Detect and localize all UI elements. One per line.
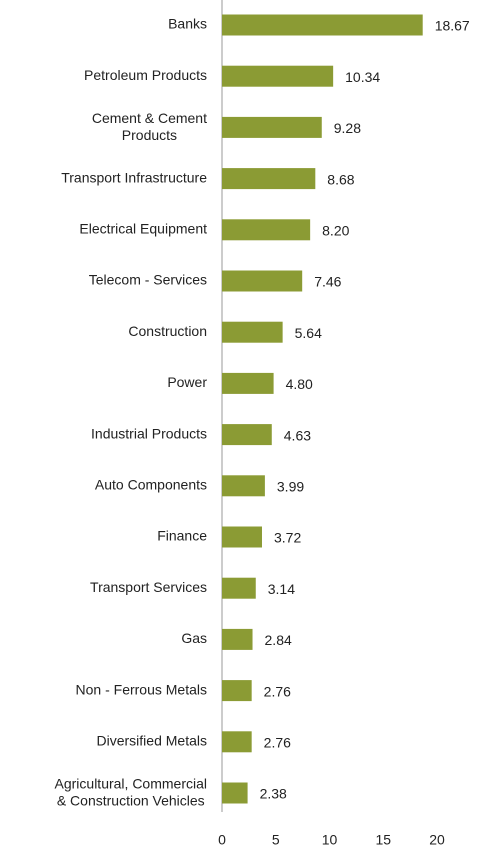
- y-tick-label: Telecom - Services: [89, 272, 207, 288]
- bar: [222, 731, 252, 753]
- value-label: 2.38: [260, 786, 287, 802]
- value-label: 18.67: [435, 18, 470, 34]
- y-tick-label: Electrical Equipment: [79, 221, 207, 237]
- bar: [222, 14, 423, 36]
- bar: [222, 372, 274, 394]
- bar: [222, 526, 262, 548]
- bar: [222, 321, 283, 343]
- bar: [222, 680, 252, 702]
- y-tick-label: Gas: [181, 630, 207, 646]
- bar: [222, 116, 322, 138]
- bar: [222, 475, 265, 497]
- value-label: 8.20: [322, 223, 349, 239]
- bar: [222, 577, 256, 599]
- y-tick-label: Auto Components: [95, 477, 207, 493]
- y-tick-label: Diversified Metals: [97, 733, 207, 749]
- value-label: 4.80: [286, 376, 313, 392]
- y-tick-label: Petroleum Products: [84, 67, 207, 83]
- x-tick-label: 0: [218, 832, 226, 848]
- x-tick-label: 5: [272, 832, 280, 848]
- value-label: 9.28: [334, 120, 361, 136]
- bar: [222, 782, 248, 804]
- bar: [222, 168, 316, 190]
- y-tick-label: Cement & Cement Products: [92, 110, 207, 143]
- y-tick-label: Banks: [168, 16, 207, 32]
- y-tick-label: Power: [167, 374, 207, 390]
- value-label: 4.63: [284, 427, 311, 443]
- bar: [222, 219, 311, 241]
- y-tick-label: Finance: [157, 528, 207, 544]
- bar: [222, 628, 253, 650]
- y-tick-label: Transport Services: [90, 579, 207, 595]
- y-tick-label: Non - Ferrous Metals: [76, 681, 207, 697]
- y-tick-label: Transport Infrastructure: [61, 169, 207, 185]
- bar: [222, 270, 303, 292]
- value-label: 3.99: [277, 479, 304, 495]
- value-label: 8.68: [327, 171, 354, 187]
- value-label: 3.14: [268, 581, 295, 597]
- value-label: 10.34: [345, 69, 380, 85]
- y-tick-label: Agricultural, Commercial & Construction V…: [55, 775, 207, 808]
- bar: [222, 65, 334, 87]
- y-tick-label: Construction: [128, 323, 207, 339]
- value-label: 5.64: [295, 325, 322, 341]
- x-tick-label: 20: [429, 832, 445, 848]
- x-tick-label: 10: [322, 832, 338, 848]
- y-tick-label: Industrial Products: [91, 425, 207, 441]
- value-label: 2.76: [264, 735, 291, 751]
- value-label: 2.84: [265, 632, 292, 648]
- x-tick-label: 15: [375, 832, 391, 848]
- value-label: 3.72: [274, 530, 301, 546]
- value-label: 2.76: [264, 683, 291, 699]
- bar: [222, 424, 272, 446]
- value-label: 7.46: [314, 274, 341, 290]
